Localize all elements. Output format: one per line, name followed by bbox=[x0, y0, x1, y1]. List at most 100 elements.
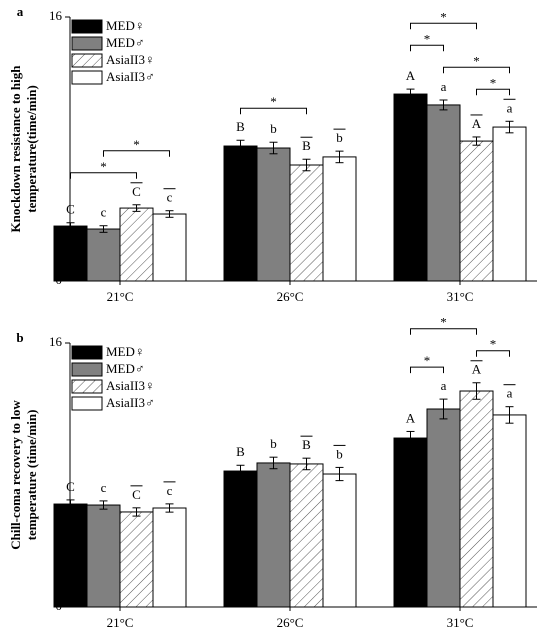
x-tick-label: 26°C bbox=[277, 615, 304, 630]
significance-star: * bbox=[424, 353, 431, 368]
y-axis-label: temperature(time/min) bbox=[24, 85, 39, 213]
legend-label: AsiaII3♂ bbox=[106, 69, 155, 84]
legend-swatch bbox=[71, 19, 103, 34]
bar bbox=[459, 390, 494, 608]
bracket-line bbox=[410, 328, 477, 335]
significance-bracket: * bbox=[410, 31, 444, 52]
bracket-line bbox=[70, 172, 137, 179]
y-tick-label: 16 bbox=[49, 334, 63, 349]
y-tick-label: 16 bbox=[49, 8, 63, 23]
bar bbox=[492, 414, 527, 608]
bracket-line bbox=[410, 22, 477, 30]
significance-bracket: * bbox=[410, 315, 477, 335]
y-axis-label: Chill-coma recovery to low bbox=[8, 400, 23, 550]
significance-star: * bbox=[473, 53, 480, 68]
significance-star: * bbox=[100, 159, 107, 174]
x-tick-label: 31°C bbox=[447, 289, 474, 304]
y-axis-label: Knockdown resistance to high bbox=[8, 65, 23, 233]
bracket-line bbox=[443, 66, 510, 74]
error-bar bbox=[472, 136, 481, 146]
bar bbox=[289, 164, 324, 282]
error-bar bbox=[302, 158, 311, 172]
x-tick-label: 31°C bbox=[447, 615, 474, 630]
bracket-line bbox=[476, 88, 510, 96]
significance-letter: a bbox=[507, 100, 513, 115]
significance-letter: A bbox=[406, 410, 416, 425]
bracket-line bbox=[103, 150, 170, 157]
legend-swatch bbox=[71, 36, 103, 51]
bar bbox=[152, 213, 187, 282]
bar bbox=[256, 147, 291, 282]
bar bbox=[86, 228, 121, 282]
significance-letter: C bbox=[132, 487, 141, 502]
significance-star: * bbox=[424, 31, 431, 46]
significance-letter: c bbox=[167, 483, 173, 498]
error-bar bbox=[236, 139, 245, 153]
bar bbox=[86, 504, 121, 608]
legend-swatch bbox=[71, 53, 103, 68]
bar bbox=[119, 207, 154, 282]
significance-letter: C bbox=[66, 202, 75, 217]
legend-swatch bbox=[71, 379, 103, 394]
bar bbox=[322, 156, 357, 282]
significance-bracket: * bbox=[443, 53, 510, 74]
bar bbox=[426, 408, 461, 608]
error-bar bbox=[505, 406, 514, 424]
error-bar bbox=[302, 457, 311, 471]
error-bar bbox=[406, 88, 415, 100]
error-bar bbox=[132, 204, 141, 212]
panel-label: a bbox=[17, 4, 24, 19]
error-bar bbox=[269, 141, 278, 155]
significance-bracket: * bbox=[476, 337, 510, 357]
significance-letter: a bbox=[507, 386, 513, 401]
y-axis-label: temperature (time/min) bbox=[24, 410, 39, 541]
legend-label: MED♀ bbox=[106, 18, 145, 33]
error-bar bbox=[439, 99, 448, 111]
legend-swatch bbox=[71, 396, 103, 411]
error-bar bbox=[99, 225, 108, 233]
error-bar bbox=[165, 503, 174, 513]
error-bar bbox=[439, 398, 448, 420]
significance-star: * bbox=[490, 75, 497, 90]
bar bbox=[393, 93, 428, 282]
significance-star: * bbox=[270, 94, 277, 109]
bracket-line bbox=[410, 44, 444, 52]
error-bar bbox=[66, 222, 75, 230]
significance-letter: b bbox=[270, 121, 277, 136]
bar bbox=[256, 462, 291, 608]
error-bar bbox=[269, 456, 278, 470]
significance-letter: b bbox=[336, 130, 343, 145]
significance-star: * bbox=[440, 315, 447, 330]
bracket-line bbox=[410, 366, 444, 374]
bar bbox=[322, 473, 357, 608]
significance-letter: b bbox=[270, 436, 277, 451]
error-bar bbox=[335, 150, 344, 164]
error-bar bbox=[505, 120, 514, 134]
significance-bracket: * bbox=[103, 137, 170, 157]
significance-letter: A bbox=[406, 68, 416, 83]
bar bbox=[119, 511, 154, 608]
significance-bracket: * bbox=[70, 159, 137, 179]
bar bbox=[152, 507, 187, 608]
significance-letter: B bbox=[236, 119, 245, 134]
bar bbox=[53, 225, 88, 282]
significance-letter: b bbox=[336, 446, 343, 461]
error-bar bbox=[236, 464, 245, 478]
legend-swatch bbox=[71, 345, 103, 360]
legend-swatch bbox=[71, 70, 103, 85]
significance-letter: B bbox=[236, 444, 245, 459]
legend-label: AsiaII3♀ bbox=[106, 52, 155, 67]
legend-label: AsiaII3♂ bbox=[106, 395, 155, 410]
x-tick-label: 26°C bbox=[277, 289, 304, 304]
legend-label: MED♂ bbox=[106, 361, 145, 376]
x-tick-label: 21°C bbox=[107, 615, 134, 630]
error-bar bbox=[165, 210, 174, 218]
error-bar bbox=[66, 499, 75, 509]
significance-letter: C bbox=[66, 479, 75, 494]
significance-letter: a bbox=[441, 378, 447, 393]
legend-label: AsiaII3♀ bbox=[106, 378, 155, 393]
bar bbox=[53, 503, 88, 608]
significance-bracket: * bbox=[410, 353, 444, 374]
bar bbox=[393, 437, 428, 608]
legend-label: MED♀ bbox=[106, 344, 145, 359]
